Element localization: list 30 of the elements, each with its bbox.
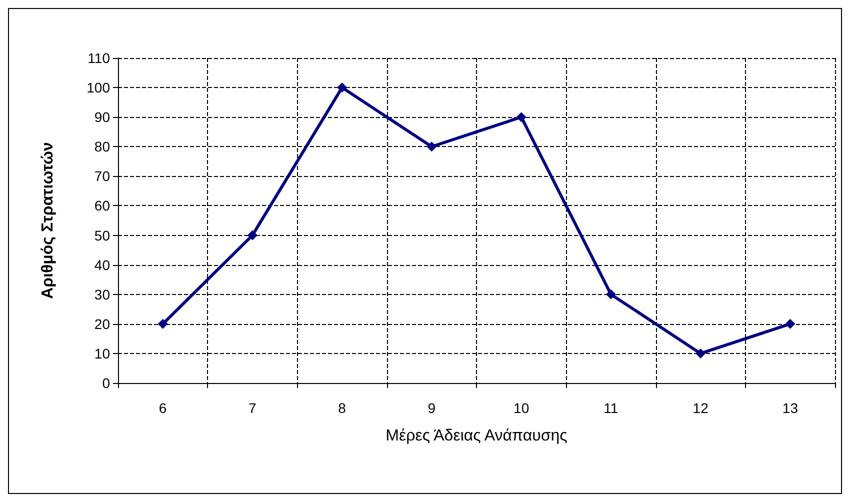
y-tick-label: 60 xyxy=(94,198,110,214)
point xyxy=(247,230,258,240)
y-tick-label: 100 xyxy=(86,80,110,96)
y-tick-label: 90 xyxy=(94,109,110,126)
y-tick-label: 40 xyxy=(94,256,110,273)
point xyxy=(158,318,168,329)
point xyxy=(696,348,706,358)
x-tick-label: 8 xyxy=(338,400,346,416)
y-tick-label: 80 xyxy=(94,138,110,155)
y-tick-label: 0 xyxy=(102,375,110,391)
point xyxy=(516,112,526,122)
x-tick-label: 9 xyxy=(428,400,436,416)
x-tick-label: 7 xyxy=(248,400,257,416)
point xyxy=(606,289,616,300)
y-tick-label: 70 xyxy=(94,168,110,184)
x-tick-label: 13 xyxy=(782,400,798,416)
point xyxy=(785,318,796,329)
y-tick-label: 50 xyxy=(94,227,110,244)
y-tick-label: 20 xyxy=(94,316,110,332)
x-tick-label: 11 xyxy=(604,400,618,416)
x-axis-title: Μέρες Άδειας Ανάπαυσης xyxy=(386,428,568,444)
y-tick-label: 10 xyxy=(94,345,110,362)
point xyxy=(426,142,437,152)
y-tick-label: 30 xyxy=(94,286,110,302)
point xyxy=(337,82,348,93)
x-tick-label: 6 xyxy=(158,400,167,416)
y-axis-title: Αριθμός Στρατιωτών xyxy=(40,142,56,299)
x-tick-label: 12 xyxy=(692,400,709,416)
y-tick-label: 110 xyxy=(88,50,110,66)
x-tick-label: 10 xyxy=(514,400,530,416)
